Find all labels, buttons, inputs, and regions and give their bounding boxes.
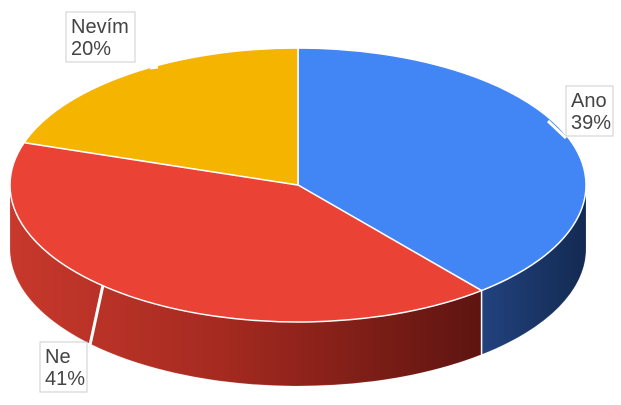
slice-label-name: Nevím <box>71 16 129 38</box>
pie-top-layer <box>9 47 587 323</box>
label-box <box>565 85 614 137</box>
slice-label-percent: 39% <box>571 112 611 134</box>
leader-line-ne <box>88 284 105 346</box>
pie-slice-ano[interactable] <box>297 47 587 292</box>
slice-label-percent: 20% <box>71 38 111 60</box>
label-box <box>39 341 88 393</box>
leader-line-nevím <box>149 65 159 70</box>
slice-label-name: Ano <box>571 90 607 112</box>
pie-slice-ne[interactable] <box>9 141 483 323</box>
slice-label-percent: 41% <box>45 368 85 390</box>
leader-line-ano <box>546 119 568 140</box>
pie-slice-nevím[interactable] <box>23 47 299 186</box>
slice-label-name: Ne <box>45 346 71 368</box>
label-box <box>65 11 136 63</box>
leader-lines <box>88 65 568 346</box>
